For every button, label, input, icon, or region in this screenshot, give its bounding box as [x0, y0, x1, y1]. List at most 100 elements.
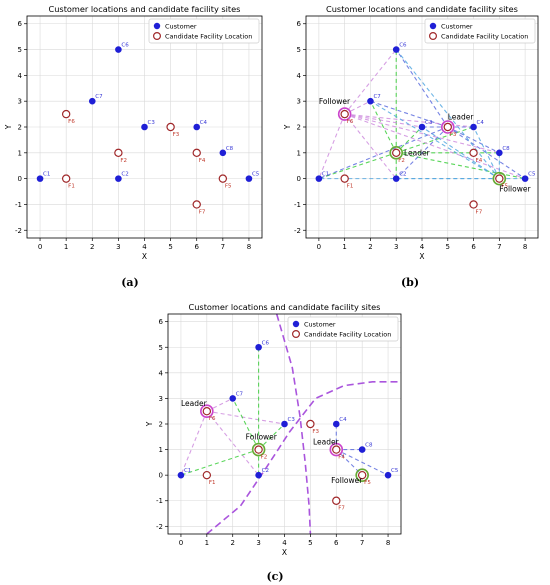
caption-c: (c) [266, 570, 284, 583]
customer-label: C4 [200, 120, 208, 126]
facility-marker [340, 174, 349, 183]
selected-facility-ring [440, 120, 455, 134]
facility-marker [469, 148, 478, 158]
customer-marker [115, 46, 122, 53]
x-tick-label: 1 [205, 539, 209, 547]
facility-label: F6 [347, 119, 354, 125]
legend-label-customer: Customer [441, 23, 473, 31]
customer-label: C8 [226, 146, 234, 152]
facility-label: F7 [338, 506, 345, 512]
y-tick-label: -2 [15, 227, 22, 235]
x-tick-label: 8 [247, 243, 251, 251]
legend-box [287, 316, 399, 342]
selected-facility-ring [329, 442, 344, 457]
facility-label: F6 [209, 416, 216, 422]
customer-marker [392, 46, 400, 53]
facility-marker [218, 174, 228, 183]
customer-label: C7 [373, 94, 381, 100]
customer-marker [193, 123, 201, 131]
customer-label: C7 [236, 391, 244, 397]
customer-marker [229, 395, 237, 402]
x-tick-label: 8 [523, 243, 527, 251]
x-axis-label: X [419, 252, 424, 261]
facility-marker [114, 148, 123, 158]
customer-label: C7 [95, 94, 103, 100]
customer-label: C6 [399, 43, 407, 49]
y-tick-label: 3 [297, 98, 301, 106]
facility-label: F5 [501, 184, 508, 190]
x-tick-label: 2 [230, 539, 234, 547]
assignment-line [344, 113, 500, 154]
facility-marker [332, 496, 341, 505]
legend-facility-marker [429, 31, 438, 40]
y-tick-label: 0 [297, 175, 301, 183]
customer-marker [115, 175, 122, 182]
x-tick-label: 7 [360, 539, 364, 547]
x-tick-label: 7 [221, 243, 225, 251]
chart-panel-a: 0 1 2 3 4 5 6 7 8 -2 -1 0 1 2 3 4 5 6 X Y Customer locations… [4, 4, 263, 261]
assignment-line [206, 410, 285, 425]
assignment-line [344, 113, 526, 180]
customer-marker [88, 97, 96, 105]
facility-label: F3 [173, 132, 180, 138]
legend-facility-marker [292, 329, 301, 338]
y-tick-label: 6 [159, 318, 164, 326]
chart-title: Customer locations and candidate facilit… [49, 4, 241, 14]
customer-label: C2 [399, 172, 406, 178]
facility-label: F2 [120, 158, 127, 164]
customer-marker [521, 175, 529, 182]
boundary-curve [275, 313, 312, 535]
customer-marker [358, 446, 366, 453]
facility-label: F2 [398, 158, 405, 164]
legend-label-customer: Customer [304, 321, 336, 329]
assignment-line [369, 100, 397, 154]
x-tick-label: 5 [308, 539, 312, 547]
caption-b: (b) [400, 276, 420, 289]
selected-facility-ring [492, 171, 507, 186]
legend-box [148, 18, 260, 44]
facility-label: F5 [364, 480, 371, 486]
customer-marker [281, 420, 288, 428]
x-axis-label: X [282, 548, 287, 557]
facility-marker [306, 419, 315, 429]
assignment-line [258, 423, 285, 450]
x-tick-label: 0 [38, 243, 42, 251]
x-tick-label: 0 [317, 243, 321, 251]
customer-marker [245, 175, 253, 182]
legend-label-facility: Candidate Facility Location [304, 331, 391, 339]
customer-label: C1 [43, 172, 50, 178]
customer-marker [219, 149, 227, 157]
legend-box [424, 18, 536, 44]
facility-label: F5 [225, 184, 232, 190]
facility-marker [61, 109, 71, 119]
assignment-line [447, 126, 526, 180]
facility-label: F7 [199, 209, 206, 215]
customer-label: C2 [121, 172, 128, 178]
y-tick-label: 3 [159, 395, 163, 403]
y-tick-label: 1 [297, 149, 301, 157]
facility-marker [192, 200, 201, 209]
facility-marker [202, 407, 212, 416]
legend-customer-marker [292, 320, 300, 328]
facility-marker [61, 174, 71, 183]
y-tick-label: 2 [18, 124, 22, 132]
customer-label: C4 [339, 417, 347, 423]
customer-label: C5 [252, 172, 260, 178]
customer-marker [177, 471, 185, 479]
customer-marker [36, 175, 44, 182]
y-tick-label: -2 [294, 227, 301, 235]
assignment-line [344, 113, 474, 128]
customer-label: C8 [365, 443, 373, 449]
assignment-line [180, 411, 208, 476]
y-tick-label: 0 [18, 175, 22, 183]
customer-marker [392, 175, 400, 182]
y-axis-label: Y [4, 124, 13, 130]
caption-a: (a) [121, 276, 139, 289]
role-annotation: Follower [246, 432, 278, 441]
assignment-line [395, 126, 449, 180]
y-tick-label: 6 [18, 20, 23, 28]
facility-label: F4 [338, 455, 345, 461]
boundary-curve [206, 381, 401, 535]
customer-label: C5 [391, 468, 399, 474]
selected-facility-ring [389, 146, 404, 160]
